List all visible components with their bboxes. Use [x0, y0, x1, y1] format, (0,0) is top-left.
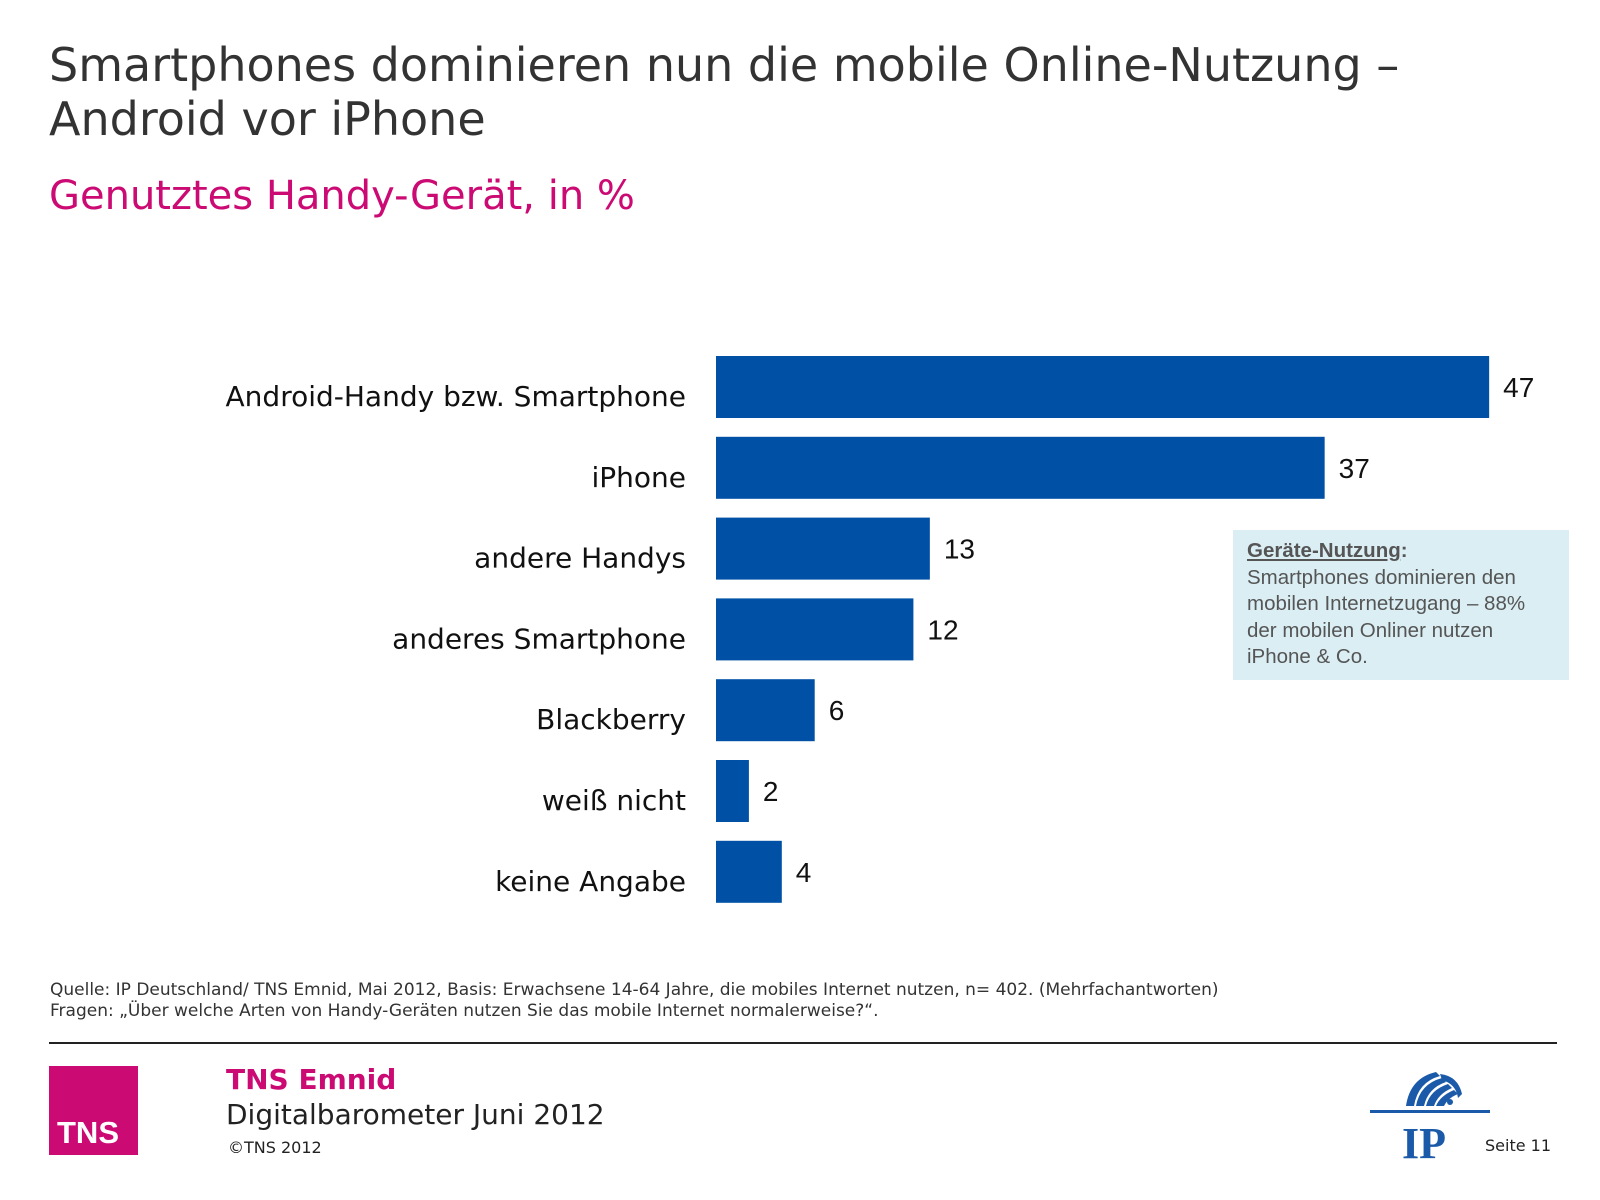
title-line-2: Android vor iPhone: [49, 92, 486, 146]
source-note: Quelle: IP Deutschland/ TNS Emnid, Mai 2…: [50, 980, 1219, 1022]
tns-logo: TNS: [49, 1066, 138, 1155]
ip-logo: IP: [1370, 1072, 1490, 1164]
callout-heading-line: Geräte-Nutzung:: [1247, 538, 1555, 565]
ip-logo-text: IP: [1402, 1119, 1446, 1164]
value-label-6: 4: [796, 857, 812, 888]
callout-heading-colon: :: [1400, 539, 1408, 562]
report-name: Digitalbarometer Juni 2012: [226, 1098, 605, 1131]
page-number: Seite 11: [1485, 1136, 1552, 1155]
bar-5: [716, 760, 749, 822]
category-label-6: keine Angabe: [495, 865, 686, 898]
brand-name: TNS Emnid: [226, 1063, 397, 1096]
category-label-5: weiß nicht: [542, 784, 686, 817]
bar-4: [716, 679, 815, 742]
bar-0: [716, 356, 1490, 418]
value-label-3: 12: [927, 614, 958, 645]
footer-divider: [49, 1042, 1557, 1044]
tns-logo-text: TNS: [57, 1115, 119, 1150]
title-line-1: Smartphones dominieren nun die mobile On…: [49, 38, 1400, 92]
value-label-0: 47: [1503, 372, 1534, 403]
question-line: Fragen: „Über welche Arten von Handy-Ger…: [50, 1001, 879, 1021]
value-label-2: 13: [944, 534, 975, 565]
copyright: ©TNS 2012: [228, 1138, 322, 1157]
bar-chart: Android-Handy bzw. Smartphone 47 iPhone 37 a…: [226, 356, 1534, 903]
bar-6: [716, 840, 782, 903]
category-label-4: Blackberry: [536, 703, 686, 736]
category-label-2: andere Handys: [474, 542, 686, 575]
ip-logo-bar: [1370, 1110, 1490, 1113]
value-label-1: 37: [1339, 453, 1370, 484]
bar-1: [716, 436, 1325, 499]
callout-line-1: Smartphones dominieren den: [1247, 565, 1516, 589]
callout-heading: Geräte-Nutzung: [1247, 539, 1401, 562]
callout-line-2: mobilen Internetzugang – 88%: [1247, 592, 1526, 615]
bar-3: [716, 598, 914, 661]
chart-subtitle: Genutztes Handy-Gerät, in %: [49, 173, 635, 219]
ip-logo-emblem-icon: [1406, 1072, 1462, 1106]
callout-line-3: der mobilen Onliner nutzen: [1247, 618, 1494, 642]
value-label-4: 6: [829, 695, 845, 726]
category-label-1: iPhone: [591, 461, 686, 494]
callout-line-4: iPhone & Co.: [1247, 645, 1368, 668]
bar-2: [716, 517, 930, 580]
callout-box: Geräte-Nutzung: Smartphones dominieren d…: [1233, 530, 1569, 680]
page-title: Smartphones dominieren nun die mobile On…: [49, 38, 1499, 146]
source-line: Quelle: IP Deutschland/ TNS Emnid, Mai 2…: [50, 980, 1219, 1000]
category-label-0: Android-Handy bzw. Smartphone: [226, 380, 686, 413]
value-label-5: 2: [763, 776, 779, 807]
category-label-3: anderes Smartphone: [392, 622, 686, 655]
